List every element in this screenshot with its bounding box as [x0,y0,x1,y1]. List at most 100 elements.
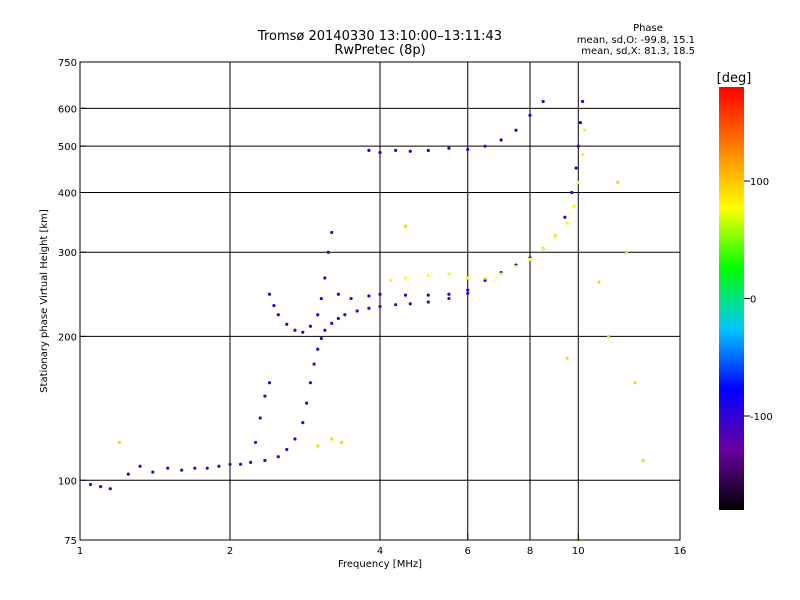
data-point [499,272,503,276]
data-point [597,280,601,284]
data-point [263,458,267,463]
data-point [305,401,309,405]
data-point [336,292,340,296]
y-tick-label: 200 [58,332,77,343]
data-point [565,221,569,225]
data-point [483,276,487,280]
data-point [249,460,253,464]
data-point [466,147,470,152]
data-point [388,278,393,282]
x-tick-label: 4 [377,546,383,557]
data-points [88,99,645,542]
data-point [316,313,320,317]
data-point [340,440,344,445]
y-axis-ticks: 75 100 200 300 400 500 600 750 [58,58,86,547]
chart-subtitle: RwPretec (8p) [334,43,425,58]
colorbar-tick-label: -100 [750,412,773,423]
stats-line-x: mean, sd,X: 81.3, 18.5 [581,46,695,57]
y-tick-label: 400 [58,188,77,199]
data-point [403,293,408,297]
stats-header: Phase [633,23,663,34]
data-point [293,437,297,441]
data-point [466,291,470,296]
data-point [323,328,327,332]
data-point [355,309,359,313]
x-tick-label: 6 [465,546,471,557]
colorbar-tick-label: 100 [750,177,769,188]
data-point [285,322,289,326]
data-point [336,316,340,321]
data-point [403,224,408,228]
data-point [570,190,574,195]
data-point [514,128,518,132]
data-point [308,324,313,328]
x-tick-label: 8 [527,546,533,557]
data-point [267,381,272,385]
data-point [88,482,93,487]
chart-title: Tromsø 20140330 13:10:00–13:11:43 [257,29,502,44]
data-point [349,296,353,301]
y-axis-label: Stationary phase Virtual Height [km] [39,209,50,393]
data-point [466,288,470,292]
data-point [319,336,323,341]
data-point [285,447,289,452]
data-point [528,257,532,261]
data-point [117,440,122,445]
data-point [238,462,243,466]
data-point [408,302,412,306]
data-point [426,148,430,152]
data-point [323,276,327,280]
data-point [301,330,305,334]
colorbar [719,87,744,510]
data-point [276,313,280,317]
data-point [394,148,398,152]
data-point [514,264,518,269]
data-point [447,292,451,296]
data-point [205,466,209,470]
data-point [99,485,103,489]
data-point [293,328,297,332]
data-point [466,276,470,280]
x-tick-label: 10 [572,546,585,557]
colorbar-label: [deg] [717,71,752,86]
data-point [330,437,334,441]
data-point [378,292,382,296]
data-point [553,233,558,238]
data-point [367,148,371,152]
data-point [447,146,451,150]
data-point [572,204,576,208]
data-point [426,293,430,297]
data-point [633,381,637,385]
data-point [378,150,382,155]
data-point [272,303,276,308]
data-point [574,166,578,170]
data-point [578,121,583,125]
data-point [108,487,112,491]
data-point [528,113,532,117]
data-point [606,334,611,338]
data-point [330,230,334,235]
data-point [308,381,313,385]
data-point [447,296,451,301]
data-point [565,356,569,360]
data-point [541,99,545,104]
data-point [330,321,334,325]
data-point [378,304,382,309]
data-point [193,466,197,470]
data-point [580,99,585,104]
data-point [483,144,487,148]
data-point [126,472,130,476]
y-tick-label: 100 [58,476,77,487]
data-point [367,294,371,298]
data-point [426,300,430,304]
data-point [166,466,170,470]
data-point [263,394,267,398]
colorbar-tick-label: 0 [750,295,756,306]
data-point [180,468,184,472]
data-point [312,362,316,366]
data-point [499,138,503,142]
data-point [326,250,330,254]
data-point [483,278,487,282]
data-point [541,247,545,251]
data-point [319,296,323,301]
